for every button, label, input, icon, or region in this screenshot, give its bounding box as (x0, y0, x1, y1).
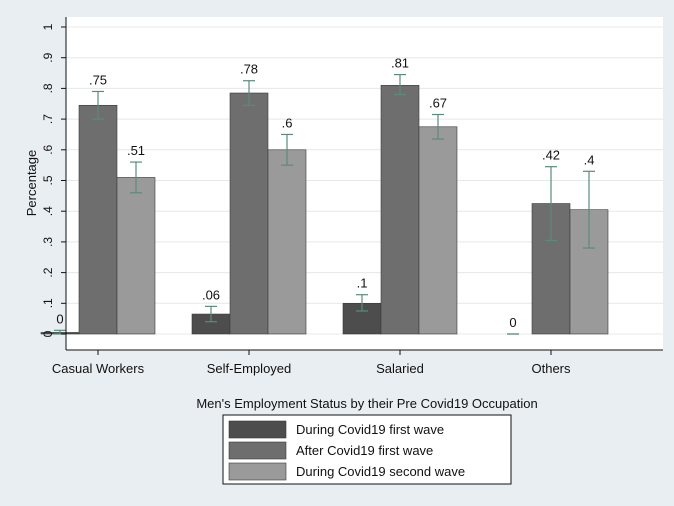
bar (78, 104, 118, 335)
y-tick-label: .5 (41, 175, 55, 185)
data-label: .6 (282, 115, 293, 130)
data-label: .06 (202, 287, 220, 302)
axes (65, 17, 663, 351)
y-tick-label: .8 (41, 83, 55, 93)
x-axis-label: Men's Employment Status by their Pre Cov… (196, 396, 537, 411)
x-tick-label: Others (531, 361, 571, 376)
error-bars (54, 73, 595, 335)
legend-swatch (228, 462, 287, 481)
data-label: .51 (127, 143, 145, 158)
x-tick-label: Self-Employed (207, 361, 292, 376)
legend-swatch (228, 441, 287, 460)
y-tick-label: .1 (41, 298, 55, 308)
x-axis-ticks: Casual Workers Self-Employed Salaried Other… (52, 350, 571, 376)
legend-entry: During Covid19 first wave (296, 422, 444, 437)
legend: During Covid19 first wave After Covid19 f… (222, 414, 512, 485)
data-label: .1 (357, 276, 368, 291)
legend-swatch (228, 420, 287, 439)
y-tick-label: .7 (41, 114, 55, 124)
data-label: 0 (56, 311, 63, 326)
data-labels: 0 .75 .51 .06 .78 .6 .1 .81 .67 0 .42 .4 (56, 56, 594, 330)
y-tick-label: .6 (41, 144, 55, 154)
bar (116, 177, 156, 335)
y-tick-label: 1 (41, 23, 55, 30)
y-axis-label: Percentage (24, 150, 39, 217)
y-tick-label: .3 (41, 237, 55, 247)
y-tick-label: 0 (41, 330, 55, 337)
x-tick-label: Casual Workers (52, 361, 145, 376)
y-axis-ticks: 0.1.2.3.4.5.6.7.8.91 (41, 23, 66, 337)
data-label: .42 (542, 148, 560, 163)
data-label: .4 (584, 152, 595, 167)
y-tick-label: .4 (41, 206, 55, 216)
y-tick-label: .2 (41, 267, 55, 277)
legend-entry: After Covid19 first wave (296, 443, 433, 458)
legend-entry: During Covid19 second wave (296, 464, 465, 479)
bar (380, 85, 420, 335)
bar (229, 92, 269, 335)
data-label: 0 (509, 315, 516, 330)
data-label: .67 (429, 95, 447, 110)
bar (418, 126, 458, 335)
x-tick-label: Salaried (376, 361, 424, 376)
bars (40, 85, 609, 335)
y-tick-label: .9 (41, 52, 55, 62)
data-label: .75 (89, 72, 107, 87)
bar (267, 149, 307, 335)
data-label: .78 (240, 62, 258, 77)
data-label: .81 (391, 56, 409, 71)
